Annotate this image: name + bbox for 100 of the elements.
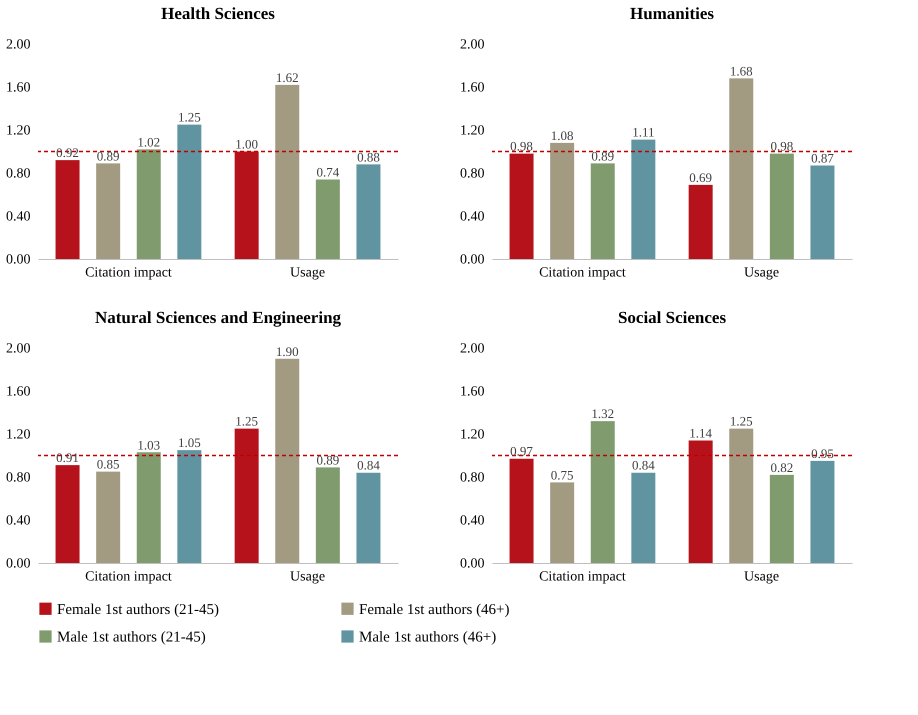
chart-title: Humanities <box>630 4 714 23</box>
data-label: 0.84 <box>357 458 380 473</box>
data-label: 0.89 <box>316 452 340 468</box>
y-tick-label: 1.20 <box>460 428 484 442</box>
y-tick-label: 1.60 <box>460 80 484 96</box>
legend-label: Female 1st authors (21-45) <box>57 602 220 618</box>
y-tick-label: 0.40 <box>460 210 484 224</box>
y-tick-label: 1.60 <box>6 384 30 400</box>
bar <box>96 163 120 259</box>
data-label: 0.88 <box>357 149 380 164</box>
legend-label: Male 1st authors (21-45) <box>57 630 206 646</box>
x-tick-label: Citation impact <box>85 570 172 584</box>
data-label: 0.89 <box>591 148 614 164</box>
y-tick-label: 0.80 <box>460 166 484 182</box>
y-tick-label: 0.00 <box>460 252 484 268</box>
x-tick-label: Citation impact <box>85 266 172 280</box>
y-tick-label: 2.00 <box>460 38 484 52</box>
bar <box>177 450 202 563</box>
x-tick-label: Usage <box>290 570 326 584</box>
legend-label: Male 1st authors (46+) <box>359 630 496 646</box>
bar <box>356 164 380 259</box>
bar <box>136 452 161 563</box>
data-label: 0.84 <box>632 458 656 473</box>
data-label: 0.82 <box>770 460 794 475</box>
x-tick-label: Usage <box>744 266 780 280</box>
chart-title: Social Sciences <box>618 308 726 327</box>
x-tick-label: Citation impact <box>539 570 626 584</box>
bar <box>729 428 754 563</box>
bar <box>316 179 340 259</box>
y-tick-label: 2.00 <box>460 342 484 356</box>
data-label: 0.91 <box>56 450 79 466</box>
x-tick-label: Citation impact <box>539 266 626 280</box>
y-tick-label: 0.80 <box>6 470 30 486</box>
bar <box>56 465 80 563</box>
y-tick-label: 1.60 <box>6 80 30 96</box>
bar <box>770 154 794 259</box>
y-tick-label: 0.40 <box>6 210 30 224</box>
bar <box>177 124 202 259</box>
bar <box>56 160 80 259</box>
bar <box>510 154 534 259</box>
data-label: 0.92 <box>56 145 79 160</box>
data-label: 1.11 <box>632 124 654 140</box>
bar <box>590 421 615 563</box>
data-label: 1.25 <box>178 110 201 125</box>
bar <box>631 140 656 259</box>
bar <box>96 472 120 563</box>
data-label: 1.25 <box>235 414 258 429</box>
legend-label: Female 1st authors (46+) <box>359 602 510 618</box>
bar <box>275 84 300 259</box>
chart-title: Natural Sciences and Engineering <box>94 308 342 327</box>
y-tick-label: 1.60 <box>460 384 484 400</box>
y-tick-label: 2.00 <box>6 38 30 52</box>
y-tick-label: 0.00 <box>6 556 30 572</box>
y-tick-label: 0.40 <box>6 514 30 528</box>
bar <box>550 142 574 259</box>
y-tick-label: 0.80 <box>460 470 484 486</box>
bar <box>590 163 615 259</box>
y-tick-label: 1.20 <box>6 428 30 442</box>
data-label: 0.74 <box>316 164 340 180</box>
x-tick-label: Usage <box>744 570 780 584</box>
data-label: 1.62 <box>276 70 299 85</box>
x-tick-label: Usage <box>290 266 326 280</box>
bar <box>316 467 340 563</box>
y-tick-label: 0.00 <box>6 252 30 268</box>
bar <box>688 440 713 563</box>
data-label: 0.69 <box>689 170 712 185</box>
bar <box>510 458 534 563</box>
data-label: 0.75 <box>550 467 574 482</box>
bar <box>275 358 300 563</box>
data-label: 0.85 <box>96 456 120 472</box>
data-label: 0.97 <box>510 444 534 459</box>
data-label: 1.25 <box>730 414 753 429</box>
data-label: 0.98 <box>770 138 794 154</box>
data-label: 1.90 <box>276 344 299 359</box>
y-tick-label: 1.20 <box>6 124 30 138</box>
y-tick-label: 0.40 <box>460 514 484 528</box>
bar <box>729 78 754 259</box>
data-label: 1.08 <box>550 128 574 143</box>
data-label: 1.03 <box>137 437 160 452</box>
y-tick-label: 2.00 <box>6 342 30 356</box>
bar <box>234 428 259 563</box>
data-label: 1.68 <box>730 63 753 78</box>
bar <box>136 149 161 259</box>
data-label: 1.32 <box>591 406 614 422</box>
bar <box>770 474 794 563</box>
bar <box>688 184 713 259</box>
bar <box>234 152 259 259</box>
bar <box>810 460 834 563</box>
chart-title: Health Sciences <box>161 4 276 23</box>
data-label: 1.05 <box>178 435 201 450</box>
y-tick-label: 0.00 <box>460 556 484 572</box>
bar <box>810 165 834 259</box>
data-label: 0.95 <box>811 446 834 461</box>
data-label: 0.87 <box>811 150 834 166</box>
data-label: 1.00 <box>235 136 258 152</box>
data-label: 0.98 <box>510 138 533 154</box>
y-tick-label: 0.80 <box>6 166 30 182</box>
data-label: 1.14 <box>689 425 713 440</box>
y-tick-label: 1.20 <box>460 124 484 138</box>
bar <box>356 472 380 563</box>
